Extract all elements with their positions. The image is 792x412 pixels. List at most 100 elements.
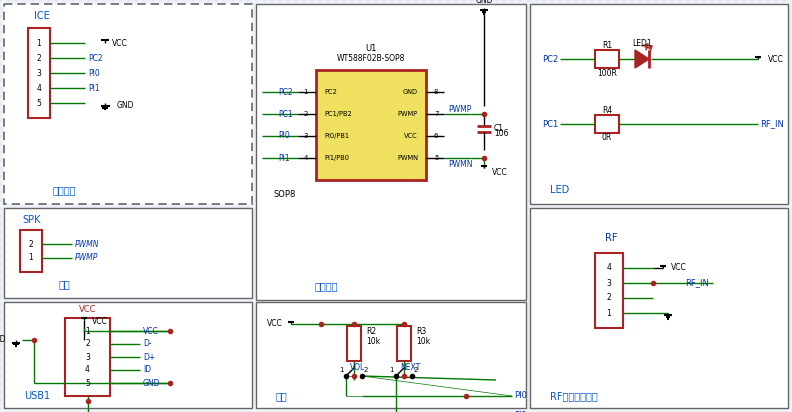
Text: PI1: PI1: [278, 154, 290, 162]
Text: GND: GND: [143, 379, 161, 388]
Text: 2: 2: [414, 367, 418, 373]
Text: 2: 2: [36, 54, 41, 63]
Text: 1: 1: [303, 89, 308, 95]
Text: ID: ID: [143, 365, 151, 375]
Text: PI1: PI1: [88, 84, 100, 93]
Text: 4: 4: [85, 365, 90, 375]
Bar: [347, 326, 361, 361]
Text: 3: 3: [303, 133, 308, 139]
Text: 10k: 10k: [416, 337, 430, 346]
Text: 4: 4: [607, 264, 611, 272]
Bar: [595, 253, 623, 328]
Text: C1: C1: [494, 124, 504, 133]
Bar: [4, 4, 252, 204]
Text: PC1: PC1: [542, 119, 558, 129]
Text: VCC: VCC: [768, 54, 784, 63]
Text: 106: 106: [494, 129, 508, 138]
Bar: [256, 4, 526, 300]
Text: 3: 3: [36, 68, 41, 77]
Text: 4: 4: [36, 84, 41, 93]
Text: PC2: PC2: [324, 89, 337, 95]
Bar: [595, 50, 619, 68]
Text: PC2: PC2: [278, 87, 292, 96]
Text: PWMP: PWMP: [398, 111, 418, 117]
Text: PC1/PB2: PC1/PB2: [324, 111, 352, 117]
Text: LED: LED: [550, 185, 569, 195]
Bar: [4, 208, 252, 298]
Text: NEXT: NEXT: [400, 363, 421, 372]
Text: PWMN: PWMN: [397, 155, 418, 161]
Text: 2: 2: [85, 339, 89, 349]
Text: R3: R3: [416, 328, 426, 337]
Text: 2: 2: [364, 367, 368, 373]
Text: PI0: PI0: [514, 391, 527, 400]
Text: R4: R4: [602, 105, 612, 115]
Text: 1: 1: [36, 38, 41, 47]
Text: 语音芯片: 语音芯片: [314, 281, 337, 291]
Text: 1: 1: [85, 326, 89, 335]
Text: 1: 1: [390, 367, 394, 373]
Text: GND: GND: [475, 0, 493, 5]
Text: 2: 2: [607, 293, 611, 302]
Text: 1: 1: [340, 367, 344, 373]
Text: PWMP: PWMP: [448, 105, 471, 113]
Text: R1: R1: [602, 40, 612, 49]
Text: 按键: 按键: [276, 391, 287, 401]
Text: 5: 5: [36, 98, 41, 108]
Text: RF_IN: RF_IN: [685, 279, 709, 288]
Text: PWMP: PWMP: [75, 253, 98, 262]
Text: 10k: 10k: [366, 337, 380, 346]
Text: GND: GND: [0, 335, 6, 344]
Text: ICE: ICE: [34, 11, 50, 21]
Text: LED1: LED1: [632, 38, 652, 47]
Text: VCC: VCC: [78, 306, 97, 314]
Text: PWMN: PWMN: [448, 159, 473, 169]
Text: RF_IN: RF_IN: [760, 119, 784, 129]
Text: VCC: VCC: [671, 264, 687, 272]
Text: U1: U1: [365, 44, 377, 52]
Bar: [65, 318, 110, 396]
Text: VCC: VCC: [92, 318, 108, 326]
Text: 3: 3: [607, 279, 611, 288]
Text: SOP8: SOP8: [274, 190, 296, 199]
Bar: [28, 28, 50, 118]
Text: 4: 4: [303, 155, 308, 161]
Text: 烧录接口: 烧录接口: [52, 185, 76, 195]
Bar: [20, 230, 42, 272]
Text: PI0: PI0: [88, 68, 100, 77]
Text: GND: GND: [117, 101, 135, 110]
Text: R2: R2: [366, 328, 376, 337]
Text: 2: 2: [29, 239, 33, 248]
Text: VOL: VOL: [350, 363, 365, 372]
Polygon shape: [635, 50, 649, 68]
Text: D+: D+: [143, 353, 155, 361]
Text: USB1: USB1: [24, 391, 50, 401]
Text: 5: 5: [85, 379, 90, 388]
Text: D-: D-: [143, 339, 151, 349]
Bar: [595, 115, 619, 133]
Text: PWMN: PWMN: [75, 239, 100, 248]
Bar: [256, 302, 526, 408]
Text: PI0: PI0: [278, 131, 290, 140]
Text: 8: 8: [434, 89, 439, 95]
Text: 喇叭: 喇叭: [58, 279, 70, 289]
Text: 2: 2: [303, 111, 308, 117]
Text: VCC: VCC: [112, 38, 128, 47]
Text: 3: 3: [85, 353, 90, 361]
Text: SPK: SPK: [22, 215, 40, 225]
Text: 7: 7: [434, 111, 439, 117]
Text: VCC: VCC: [143, 326, 158, 335]
Text: RF模块信号接口: RF模块信号接口: [550, 391, 598, 401]
Text: RF: RF: [605, 233, 618, 243]
Bar: [397, 326, 411, 361]
Text: VCC: VCC: [267, 319, 283, 328]
Text: PC2: PC2: [88, 54, 103, 63]
Text: WT588F02B-SOP8: WT588F02B-SOP8: [337, 54, 406, 63]
Text: PC1: PC1: [278, 110, 292, 119]
Bar: [4, 302, 252, 408]
Text: 6: 6: [434, 133, 439, 139]
Text: 1: 1: [607, 309, 611, 318]
Bar: [530, 4, 788, 204]
Text: GND: GND: [403, 89, 418, 95]
Text: VCC: VCC: [404, 133, 418, 139]
